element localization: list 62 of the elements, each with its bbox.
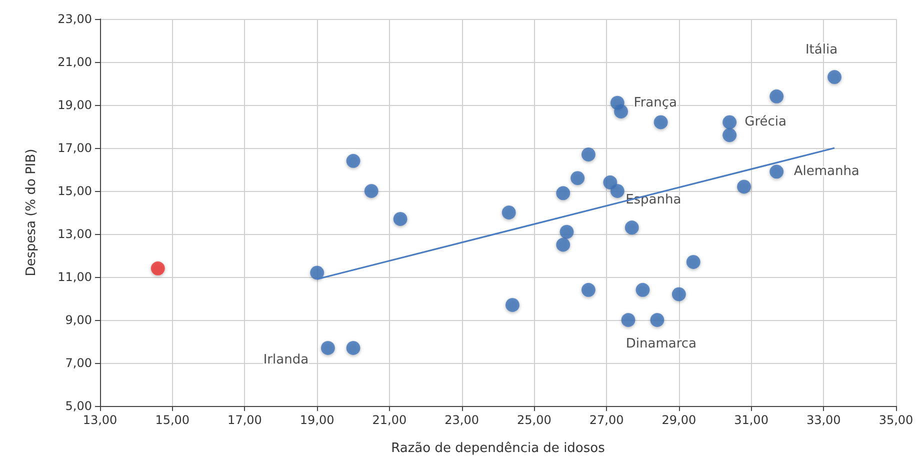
point bbox=[310, 266, 324, 280]
point bbox=[364, 184, 378, 198]
point bbox=[393, 212, 408, 226]
x-tick-label: 17,00 bbox=[228, 413, 262, 427]
x-tick-label: 25,00 bbox=[517, 413, 552, 427]
annotation: França bbox=[634, 95, 677, 110]
y-tick-label: 19,00 bbox=[58, 98, 92, 112]
point bbox=[770, 89, 784, 104]
x-tick-label: 27,00 bbox=[589, 413, 624, 427]
y-tick-label: 11,00 bbox=[58, 270, 92, 284]
point bbox=[570, 171, 585, 186]
point bbox=[650, 313, 664, 327]
x-tick-label: 35,00 bbox=[878, 413, 914, 427]
point bbox=[722, 115, 737, 130]
annotation: Espanha bbox=[626, 192, 682, 208]
annotation: Grécia bbox=[744, 114, 786, 130]
point bbox=[621, 313, 636, 327]
x-tick-label: 23,00 bbox=[444, 413, 479, 427]
point bbox=[560, 224, 574, 239]
y-tick-label: 9,00 bbox=[65, 313, 92, 327]
point bbox=[556, 186, 570, 200]
point bbox=[624, 220, 639, 235]
x-tick-label: 29,00 bbox=[662, 413, 696, 427]
y-tick-label: 13,00 bbox=[58, 227, 92, 241]
point bbox=[654, 115, 668, 130]
annotation: Alemanha bbox=[794, 164, 860, 180]
point bbox=[672, 287, 686, 302]
y-tick-label: 7,00 bbox=[65, 356, 92, 370]
y-axis-title: Despesa (% do PIB) bbox=[24, 148, 39, 276]
point bbox=[581, 282, 596, 297]
y-tick-label: 5,00 bbox=[65, 399, 92, 413]
point bbox=[722, 128, 737, 142]
point bbox=[320, 340, 335, 355]
y-tick-label: 21,00 bbox=[58, 55, 92, 69]
point bbox=[581, 147, 596, 162]
annotation: Itália bbox=[805, 42, 838, 58]
point bbox=[150, 261, 165, 276]
x-tick-label: 31,00 bbox=[734, 413, 768, 427]
x-tick-label: 33,00 bbox=[806, 413, 841, 427]
y-tick-label: 17,00 bbox=[58, 141, 92, 155]
annotation: Irlanda bbox=[263, 352, 309, 368]
x-tick-label: 19,00 bbox=[300, 413, 334, 427]
point bbox=[686, 254, 700, 269]
point bbox=[505, 298, 520, 312]
annotation: Dinamarca bbox=[626, 336, 697, 352]
y-tick-label: 23,00 bbox=[58, 12, 92, 26]
point bbox=[603, 175, 618, 190]
point bbox=[614, 104, 628, 118]
point bbox=[828, 70, 842, 84]
point bbox=[636, 282, 650, 297]
point bbox=[556, 238, 570, 252]
x-axis-title: Razão de dependência de idosos bbox=[391, 441, 606, 456]
x-tick-label: 15,00 bbox=[155, 413, 190, 427]
point bbox=[610, 184, 624, 198]
x-tick-label: 21,00 bbox=[372, 413, 407, 427]
y-tick-label: 15,00 bbox=[58, 184, 92, 198]
point bbox=[346, 340, 360, 355]
point bbox=[770, 164, 784, 179]
point bbox=[737, 180, 752, 194]
x-tick-label: 13,00 bbox=[82, 413, 118, 427]
point bbox=[346, 154, 360, 168]
point bbox=[502, 206, 516, 220]
